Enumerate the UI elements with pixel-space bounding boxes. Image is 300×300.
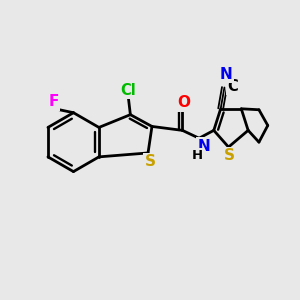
Text: H: H	[191, 149, 203, 162]
Text: O: O	[177, 95, 190, 110]
Text: S: S	[145, 154, 155, 169]
Text: S: S	[224, 148, 235, 164]
Text: Cl: Cl	[121, 82, 136, 98]
Text: F: F	[49, 94, 59, 110]
Text: N: N	[220, 67, 233, 82]
Text: C: C	[227, 79, 238, 94]
Text: N: N	[198, 139, 210, 154]
